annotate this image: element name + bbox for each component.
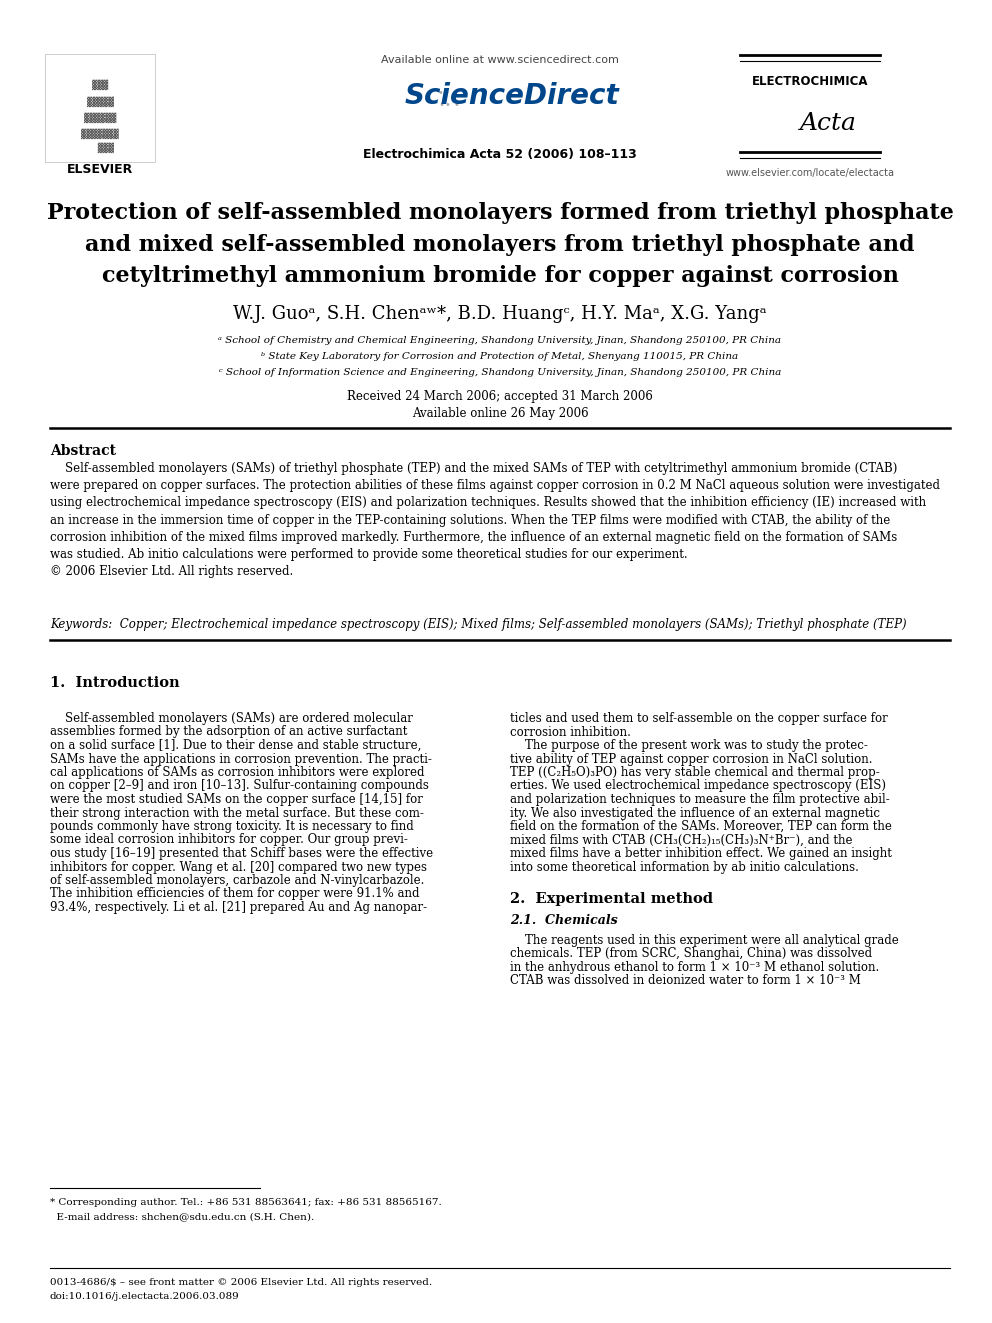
Text: 2.1.  Chemicals: 2.1. Chemicals [510,914,618,927]
Text: ▓▓▓▓▓: ▓▓▓▓▓ [86,97,113,107]
Text: assemblies formed by the adsorption of an active surfactant: assemblies formed by the adsorption of a… [50,725,408,738]
Text: mixed films with CTAB (CH₃(CH₂)₁₅(CH₃)₃N⁺Br⁻), and the: mixed films with CTAB (CH₃(CH₂)₁₅(CH₃)₃N… [510,833,852,847]
Text: Available online at www.sciencedirect.com: Available online at www.sciencedirect.co… [381,56,619,65]
Text: Self-assembled monolayers (SAMs) are ordered molecular: Self-assembled monolayers (SAMs) are ord… [50,712,413,725]
Text: •• •
 •• •: •• • •• • [436,89,460,110]
Text: ScienceDirect: ScienceDirect [405,82,619,110]
Text: and mixed self-assembled monolayers from triethyl phosphate and: and mixed self-assembled monolayers from… [85,234,915,255]
Text: ▓▓▓: ▓▓▓ [92,79,108,90]
Text: www.elsevier.com/locate/electacta: www.elsevier.com/locate/electacta [725,168,895,179]
Text: 93.4%, respectively. Li et al. [21] prepared Au and Ag nanopar-: 93.4%, respectively. Li et al. [21] prep… [50,901,428,914]
Text: The purpose of the present work was to study the protec-: The purpose of the present work was to s… [510,740,868,751]
Text: Keywords:  Copper; Electrochemical impedance spectroscopy (EIS); Mixed films; Se: Keywords: Copper; Electrochemical impeda… [50,618,907,631]
Text: 1.  Introduction: 1. Introduction [50,676,180,691]
Text: CTAB was dissolved in deionized water to form 1 × 10⁻³ M: CTAB was dissolved in deionized water to… [510,975,861,987]
Text: corrosion inhibition.: corrosion inhibition. [510,725,631,738]
Text: ᶜ School of Information Science and Engineering, Shandong University, Jinan, Sha: ᶜ School of Information Science and Engi… [219,368,781,377]
Text: Available online 26 May 2006: Available online 26 May 2006 [412,407,588,419]
Text: Acta: Acta [800,112,856,135]
Text: tive ability of TEP against copper corrosion in NaCl solution.: tive ability of TEP against copper corro… [510,753,873,766]
Text: cetyltrimethyl ammonium bromide for copper against corrosion: cetyltrimethyl ammonium bromide for copp… [101,265,899,287]
Text: their strong interaction with the metal surface. But these com-: their strong interaction with the metal … [50,807,424,819]
Text: * Corresponding author. Tel.: +86 531 88563641; fax: +86 531 88565167.: * Corresponding author. Tel.: +86 531 88… [50,1199,441,1207]
Text: W.J. Guoᵃ, S.H. Chenᵃʷ*, B.D. Huangᶜ, H.Y. Maᵃ, X.G. Yangᵃ: W.J. Guoᵃ, S.H. Chenᵃʷ*, B.D. Huangᶜ, H.… [233,306,767,323]
Text: ▓▓▓▓▓▓: ▓▓▓▓▓▓ [84,112,116,123]
Text: ▓▓▓▓▓▓▓: ▓▓▓▓▓▓▓ [81,128,119,139]
Text: and polarization techniques to measure the film protective abil-: and polarization techniques to measure t… [510,792,890,806]
Text: Electrochimica Acta 52 (2006) 108–113: Electrochimica Acta 52 (2006) 108–113 [363,148,637,161]
Text: ᵃ School of Chemistry and Chemical Engineering, Shandong University, Jinan, Shan: ᵃ School of Chemistry and Chemical Engin… [218,336,782,345]
Text: some ideal corrosion inhibitors for copper. Our group previ-: some ideal corrosion inhibitors for copp… [50,833,408,847]
Text: on copper [2–9] and iron [10–13]. Sulfur-containing compounds: on copper [2–9] and iron [10–13]. Sulfur… [50,779,429,792]
Text: ous study [16–19] presented that Schiff bases were the effective: ous study [16–19] presented that Schiff … [50,847,434,860]
Text: 0013-4686/$ – see front matter © 2006 Elsevier Ltd. All rights reserved.: 0013-4686/$ – see front matter © 2006 El… [50,1278,433,1287]
Text: E-mail address: shchen@sdu.edu.cn (S.H. Chen).: E-mail address: shchen@sdu.edu.cn (S.H. … [50,1212,314,1221]
Text: doi:10.1016/j.electacta.2006.03.089: doi:10.1016/j.electacta.2006.03.089 [50,1293,240,1301]
Text: ity. We also investigated the influence of an external magnetic: ity. We also investigated the influence … [510,807,880,819]
Text: cal applications of SAMs as corrosion inhibitors were explored: cal applications of SAMs as corrosion in… [50,766,425,779]
Text: The inhibition efficiencies of them for copper were 91.1% and: The inhibition efficiencies of them for … [50,888,420,901]
Text: ELSEVIER: ELSEVIER [66,163,133,176]
Text: inhibitors for copper. Wang et al. [20] compared two new types: inhibitors for copper. Wang et al. [20] … [50,860,427,873]
Text: SAMs have the applications in corrosion prevention. The practi-: SAMs have the applications in corrosion … [50,753,432,766]
Bar [45,54,155,161]
Text: into some theoretical information by ab initio calculations.: into some theoretical information by ab … [510,860,859,873]
Text: were the most studied SAMs on the copper surface [14,15] for: were the most studied SAMs on the copper… [50,792,423,806]
Text: mixed films have a better inhibition effect. We gained an insight: mixed films have a better inhibition eff… [510,847,892,860]
Text: chemicals. TEP (from SCRC, Shanghai, China) was dissolved: chemicals. TEP (from SCRC, Shanghai, Chi… [510,947,872,960]
Text: TEP ((C₂H₅O)₃PO) has very stable chemical and thermal prop-: TEP ((C₂H₅O)₃PO) has very stable chemica… [510,766,880,779]
Text: ᵇ State Key Laboratory for Corrosion and Protection of Metal, Shenyang 110015, P: ᵇ State Key Laboratory for Corrosion and… [262,352,739,361]
Text: in the anhydrous ethanol to form 1 × 10⁻³ M ethanol solution.: in the anhydrous ethanol to form 1 × 10⁻… [510,960,879,974]
Text: The reagents used in this experiment were all analytical grade: The reagents used in this experiment wer… [510,934,899,947]
Text: Abstract: Abstract [50,445,116,458]
Text: erties. We used electrochemical impedance spectroscopy (EIS): erties. We used electrochemical impedanc… [510,779,886,792]
Text: Protection of self-assembled monolayers formed from triethyl phosphate: Protection of self-assembled monolayers … [47,202,953,224]
Text: of self-assembled monolayers, carbazole and N-vinylcarbazole.: of self-assembled monolayers, carbazole … [50,875,425,886]
Text: on a solid surface [1]. Due to their dense and stable structure,: on a solid surface [1]. Due to their den… [50,740,422,751]
Text: ▓▓▓: ▓▓▓ [86,143,113,153]
Text: ELECTROCHIMICA: ELECTROCHIMICA [752,75,868,89]
Text: ticles and used them to self-assemble on the copper surface for: ticles and used them to self-assemble on… [510,712,888,725]
Text: Received 24 March 2006; accepted 31 March 2006: Received 24 March 2006; accepted 31 Marc… [347,390,653,404]
Text: Self-assembled monolayers (SAMs) of triethyl phosphate (TEP) and the mixed SAMs : Self-assembled monolayers (SAMs) of trie… [50,462,940,578]
Text: pounds commonly have strong toxicity. It is necessary to find: pounds commonly have strong toxicity. It… [50,820,414,833]
Text: field on the formation of the SAMs. Moreover, TEP can form the: field on the formation of the SAMs. More… [510,820,892,833]
Text: 2.  Experimental method: 2. Experimental method [510,892,713,906]
